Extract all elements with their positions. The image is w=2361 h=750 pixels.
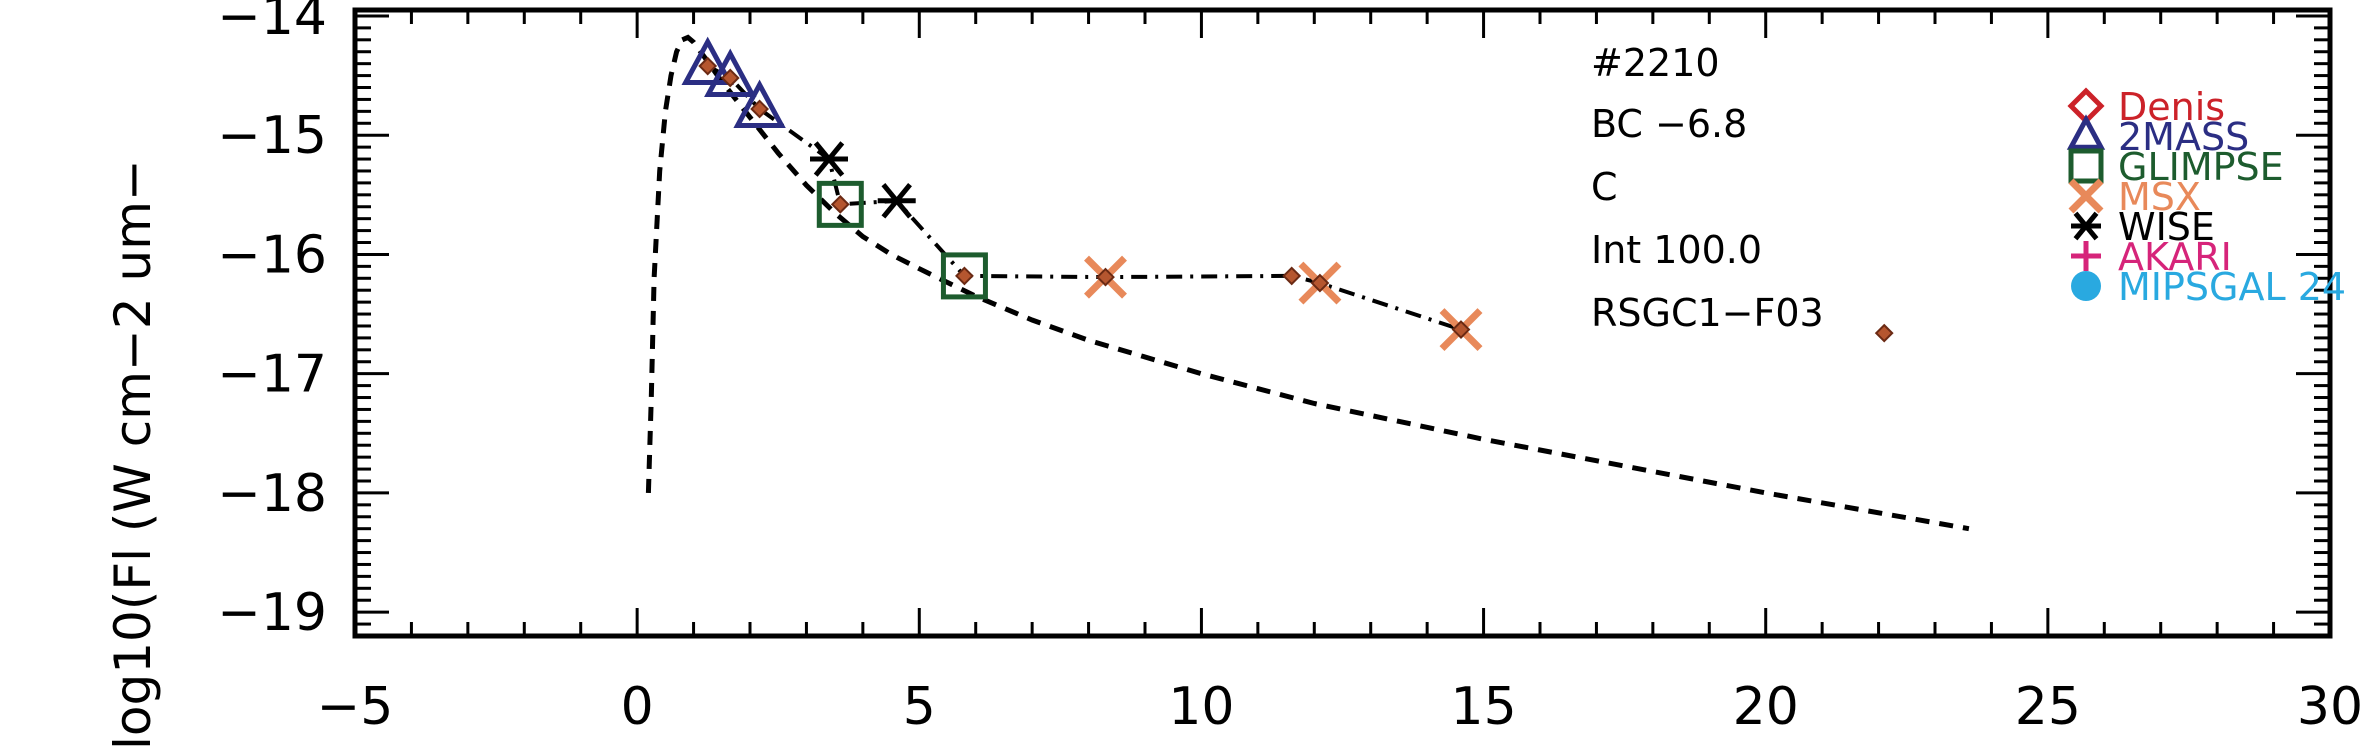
marker-glimpse — [816, 180, 864, 228]
model-point — [1282, 266, 1302, 286]
model-point — [1874, 323, 1894, 343]
annotation-line: C — [1591, 165, 1618, 209]
annotation-line: #2210 — [1591, 41, 1720, 85]
model-point — [830, 194, 850, 214]
legend-marker — [2066, 114, 2106, 150]
legend-label: WISE — [2118, 205, 2215, 249]
x-tick-label: 30 — [2297, 677, 2361, 737]
annotation-block: #2210 BC −6.8 C Int 100.0 RSGC1−F03 — [1591, 41, 1824, 335]
plot-frame — [352, 7, 2333, 639]
model-point — [720, 68, 740, 88]
annotation-line: BC −6.8 — [1591, 102, 1747, 146]
x-tick-label: 20 — [1733, 677, 1799, 737]
x-tick-label: 5 — [903, 677, 936, 737]
legend-label: AKARI — [2118, 235, 2232, 279]
x-tick-label: 15 — [1450, 677, 1516, 737]
legend-marker — [2068, 178, 2104, 214]
annotation-line: RSGC1−F03 — [1591, 291, 1824, 335]
y-tick-label: −17 — [217, 345, 327, 405]
legend-marker — [2071, 241, 2101, 271]
y-tick-label: −18 — [217, 464, 327, 524]
y-tick-label: −16 — [217, 225, 327, 285]
model-point — [1451, 320, 1471, 339]
legend-marker — [2071, 271, 2101, 301]
marker-glimpse — [940, 252, 988, 300]
y-tick-label: −19 — [217, 583, 327, 643]
model-point — [750, 99, 770, 119]
x-tick-label: 25 — [2015, 677, 2081, 737]
model-curve-line — [645, 34, 1970, 532]
annotation-line: Int 100.0 — [1591, 228, 1762, 272]
model-point — [1310, 273, 1330, 293]
marker-wise — [877, 183, 916, 219]
x-tick-label: 10 — [1168, 677, 1234, 737]
y-tick-label: −14 — [217, 0, 327, 47]
y-axis-label: log10(Fl (W cm−2 um− — [104, 159, 162, 750]
legend-label: Denis — [2118, 85, 2225, 129]
marker-2mass — [733, 79, 786, 128]
marker-2mass — [681, 36, 734, 86]
model-point — [955, 266, 974, 286]
legend-label: 2MASS — [2118, 115, 2249, 159]
legend-marker — [2068, 148, 2104, 184]
plot-axes: −5 0 5 10 15 20 25 30 −14 −15 −16 −17 −18 −19 — [217, 0, 2361, 737]
marker-wise — [810, 141, 848, 177]
legend-label: MIPSGAL 24 — [2118, 265, 2346, 309]
x-tick-label: −5 — [317, 677, 394, 737]
legend-label: MSX — [2118, 175, 2201, 219]
model-point — [698, 56, 718, 76]
legend-marker — [2071, 211, 2101, 241]
legend-label: GLIMPSE — [2118, 145, 2284, 189]
y-tick-label: −15 — [217, 106, 327, 166]
x-tick-label: 0 — [621, 677, 654, 737]
model-point — [1096, 267, 1115, 287]
model-curve — [645, 34, 1970, 532]
marker-2mass — [704, 48, 757, 97]
data-markers — [681, 36, 1894, 352]
